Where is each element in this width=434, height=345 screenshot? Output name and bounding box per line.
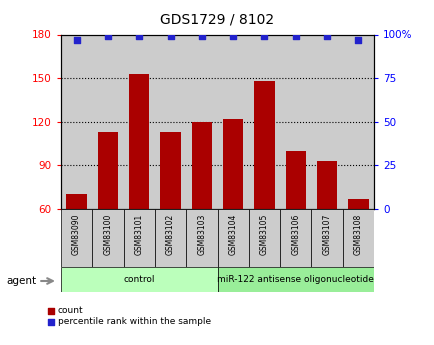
Bar bbox=[186, 209, 217, 267]
Text: GSM83106: GSM83106 bbox=[291, 214, 299, 255]
Bar bbox=[342, 209, 373, 267]
Bar bbox=[123, 209, 155, 267]
Bar bbox=[348, 199, 368, 209]
Text: GSM83107: GSM83107 bbox=[322, 214, 331, 255]
Point bbox=[135, 33, 142, 39]
Text: GSM83101: GSM83101 bbox=[135, 214, 143, 255]
Point bbox=[73, 37, 80, 42]
Bar bbox=[191, 122, 211, 209]
Point bbox=[323, 33, 330, 39]
Legend: count, percentile rank within the sample: count, percentile rank within the sample bbox=[48, 306, 210, 326]
Bar bbox=[285, 151, 305, 209]
Bar bbox=[66, 194, 86, 209]
Bar bbox=[160, 132, 180, 209]
Bar bbox=[279, 209, 311, 267]
Point bbox=[354, 37, 361, 42]
Bar bbox=[217, 267, 373, 292]
Bar bbox=[61, 209, 92, 267]
Text: GDS1729 / 8102: GDS1729 / 8102 bbox=[160, 12, 274, 26]
Point bbox=[104, 33, 111, 39]
Bar bbox=[311, 209, 342, 267]
Point bbox=[167, 33, 174, 39]
Bar bbox=[155, 209, 186, 267]
Bar bbox=[92, 209, 123, 267]
Point bbox=[292, 33, 299, 39]
Text: GSM83100: GSM83100 bbox=[103, 214, 112, 255]
Bar bbox=[129, 74, 149, 209]
Bar bbox=[61, 267, 217, 292]
Bar bbox=[254, 81, 274, 209]
Bar bbox=[223, 119, 243, 209]
Bar bbox=[217, 209, 248, 267]
Text: GSM83105: GSM83105 bbox=[260, 214, 268, 255]
Text: miR-122 antisense oligonucleotide: miR-122 antisense oligonucleotide bbox=[217, 275, 373, 284]
Text: GSM83104: GSM83104 bbox=[228, 214, 237, 255]
Bar bbox=[248, 209, 279, 267]
Text: agent: agent bbox=[7, 276, 36, 286]
Text: GSM83108: GSM83108 bbox=[353, 214, 362, 255]
Point bbox=[260, 33, 267, 39]
Point bbox=[198, 33, 205, 39]
Point bbox=[229, 33, 236, 39]
Bar bbox=[316, 161, 336, 209]
Text: GSM83090: GSM83090 bbox=[72, 214, 81, 255]
Text: GSM83102: GSM83102 bbox=[166, 214, 174, 255]
Text: GSM83103: GSM83103 bbox=[197, 214, 206, 255]
Text: control: control bbox=[123, 275, 155, 284]
Bar bbox=[98, 132, 118, 209]
